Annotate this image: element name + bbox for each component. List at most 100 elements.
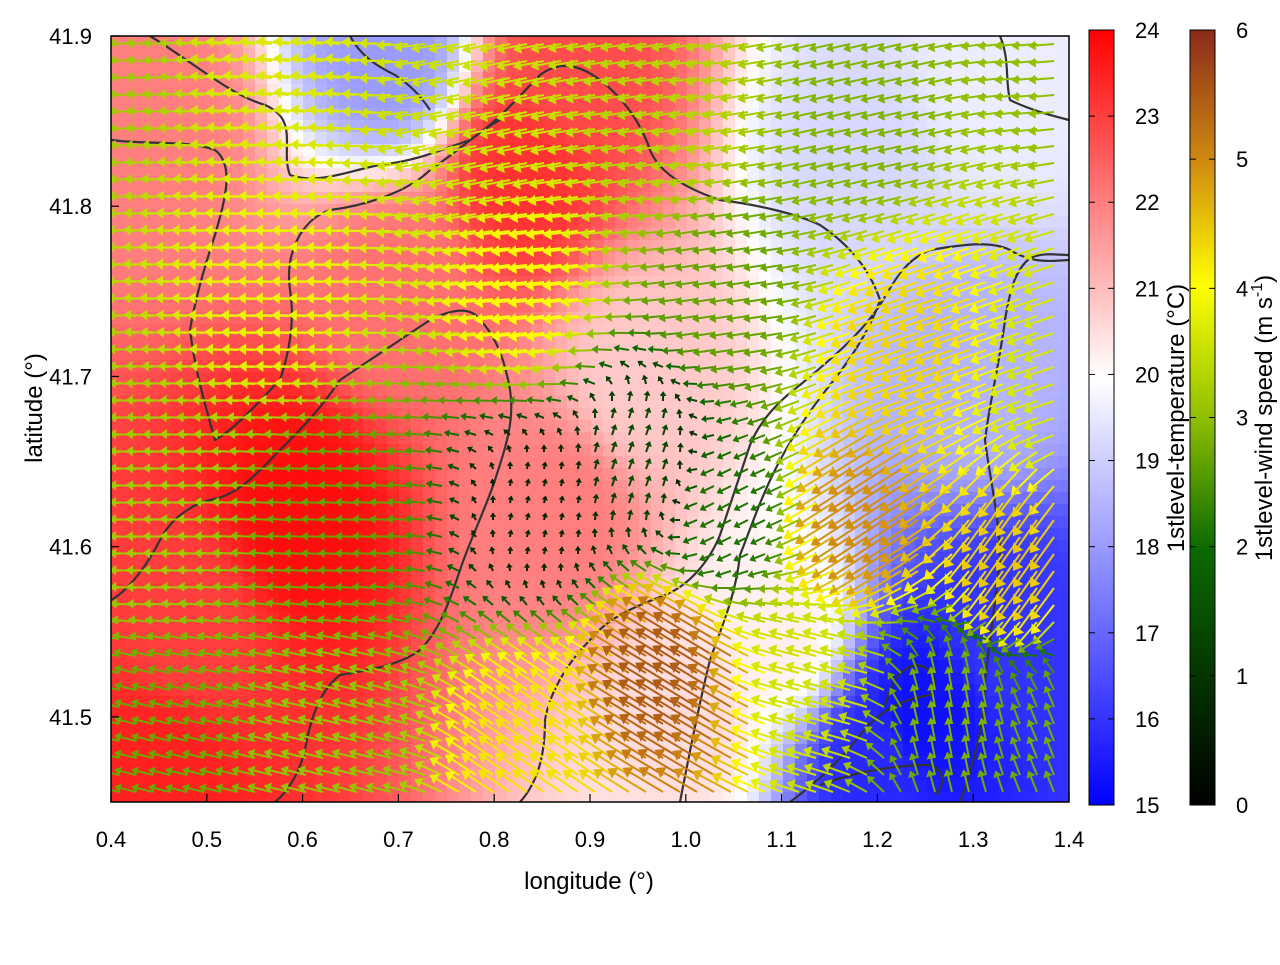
temperature-cell [663,84,676,97]
temperature-cell [759,84,772,97]
temperature-cell [951,132,964,145]
temperature-cell [531,552,544,565]
temperature-cell [1023,48,1036,61]
temperature-cell [663,228,676,241]
temperature-cell [795,36,808,49]
temperature-cell [903,708,916,721]
temperature-cell [831,132,844,145]
temperature-cell [1023,132,1036,145]
temperature-cell [435,84,448,97]
temperature-cell [1059,60,1069,73]
temperature-cell [723,168,736,181]
temperature-cell [315,192,328,205]
temperature-cell [555,396,568,409]
temperature-cell [951,732,964,745]
temperature-cell [339,384,352,397]
temperature-cell [987,108,1000,121]
temperature-cell [687,48,700,61]
temperature-cell [387,252,400,265]
temperature-cell [831,84,844,97]
temperature-cell [147,324,160,337]
temperature-cell [507,84,520,97]
temperature-cell [375,420,388,433]
temperature-cell [483,468,496,481]
temperature-cell [519,48,532,61]
temperature-cell [867,624,880,637]
temperature-cell [279,132,292,145]
temperature-cell [147,336,160,349]
temperature-cell [903,48,916,61]
temperature-cell [615,516,628,529]
temperature-cell [1059,108,1069,121]
temperature-cell [435,504,448,517]
temperature-cell [639,480,652,493]
temperature-cell [207,96,220,109]
temperature-cell [1047,120,1060,133]
temperature-cell [231,180,244,193]
temperature-cell [195,132,208,145]
temperature-cell [123,672,136,685]
temperature-cell [159,96,172,109]
temperature-cell [591,252,604,265]
temperature-cell [507,588,520,601]
temperature-cell [915,84,928,97]
temperature-cell [927,84,940,97]
temperature-cell [651,444,664,457]
temperature-cell [507,120,520,133]
temperature-cell [135,48,148,61]
temperature-cell [423,120,436,133]
temperature-cell [339,216,352,229]
temperature-cell [783,84,796,97]
temperature-cell [867,72,880,85]
temperature-cell [459,504,472,517]
temperature-cell [495,516,508,529]
temperature-cell [747,372,760,385]
temperature-cell [255,528,268,541]
temperature-cell [459,456,472,469]
temperature-cell [651,84,664,97]
temperature-cell [411,48,424,61]
temperature-cell [435,528,448,541]
temperature-cell [459,516,472,529]
temperature-cell [471,552,484,565]
temperature-cell [255,504,268,517]
temperature-cell [1047,84,1060,97]
temperature-cell [291,540,304,553]
temperature-cell [327,420,340,433]
temperature-cell [963,48,976,61]
temperature-cell [747,132,760,145]
temperature-cell [555,84,568,97]
temperature-cell [1047,228,1060,241]
temperature-cell [327,504,340,517]
temperature-cell [351,60,364,73]
temperature-cell [1047,216,1060,229]
temperature-cell [195,96,208,109]
temperature-cell [639,48,652,61]
temperature-cell [627,480,640,493]
temperature-cell [387,420,400,433]
temperature-cell [531,492,544,505]
temperature-cell [591,552,604,565]
temperature-cell [315,60,328,73]
temperature-cell [447,396,460,409]
temperature-cell [375,612,388,625]
temperature-cell [195,60,208,73]
temperature-cell [1047,564,1060,577]
temperature-cell [327,540,340,553]
temperature-cell [639,396,652,409]
temperature-cell [867,84,880,97]
temperature-cell [459,528,472,541]
temperature-cell [999,96,1012,109]
temperature-cell [291,468,304,481]
temperature-cell [591,168,604,181]
temperature-cell [663,396,676,409]
temperature-cell [495,564,508,577]
temperature-cell [987,96,1000,109]
temperature-cell [303,588,316,601]
temperature-cell [135,504,148,517]
temperature-cell [387,540,400,553]
temperature-cell [183,456,196,469]
temperature-cell [1035,492,1048,505]
temperature-cell [351,216,364,229]
temperature-cell [783,168,796,181]
